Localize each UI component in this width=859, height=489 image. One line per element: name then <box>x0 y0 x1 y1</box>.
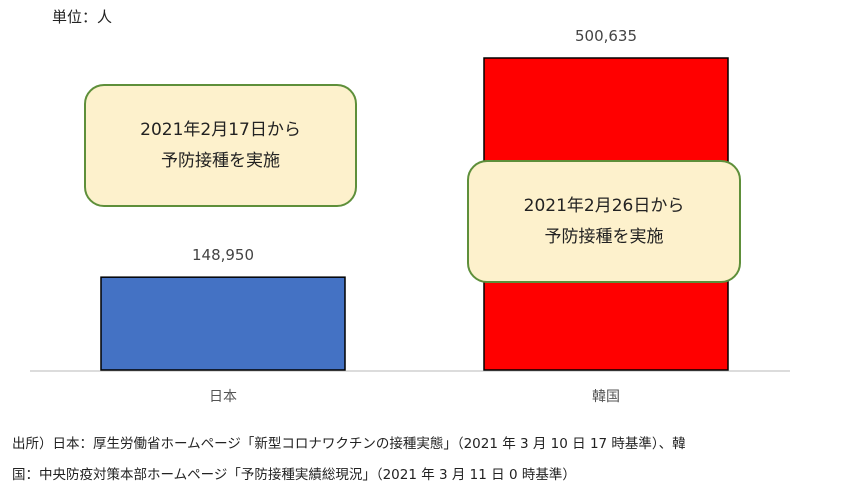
data-label-1: 500,635 <box>575 27 637 45</box>
annotation-korea-line2: 予防接種を実施 <box>544 226 664 247</box>
data-label-0: 148,950 <box>192 246 254 264</box>
bar-0 <box>100 276 346 371</box>
source-note-line2: 国：中央防疫対策本部ホームページ「予防接種実績総現況」（2021 年 3 月 1… <box>12 467 576 483</box>
annotation-japan: 2021年2月17日から 予防接種を実施 <box>84 84 357 207</box>
category-label-1: 韓国 <box>592 389 620 405</box>
annotation-korea: 2021年2月26日から 予防接種を実施 <box>467 160 741 283</box>
annotation-japan-line1: 2021年2月17日から <box>140 119 301 140</box>
annotation-korea-line1: 2021年2月26日から <box>523 195 685 216</box>
unit-label: 単位：人 <box>52 8 113 26</box>
annotation-japan-line2: 予防接種を実施 <box>161 150 280 171</box>
category-label-0: 日本 <box>209 389 237 405</box>
source-note-line1: 出所）日本：厚生労働省ホームページ「新型コロナワクチンの接種実態」（2021 年… <box>12 436 686 452</box>
